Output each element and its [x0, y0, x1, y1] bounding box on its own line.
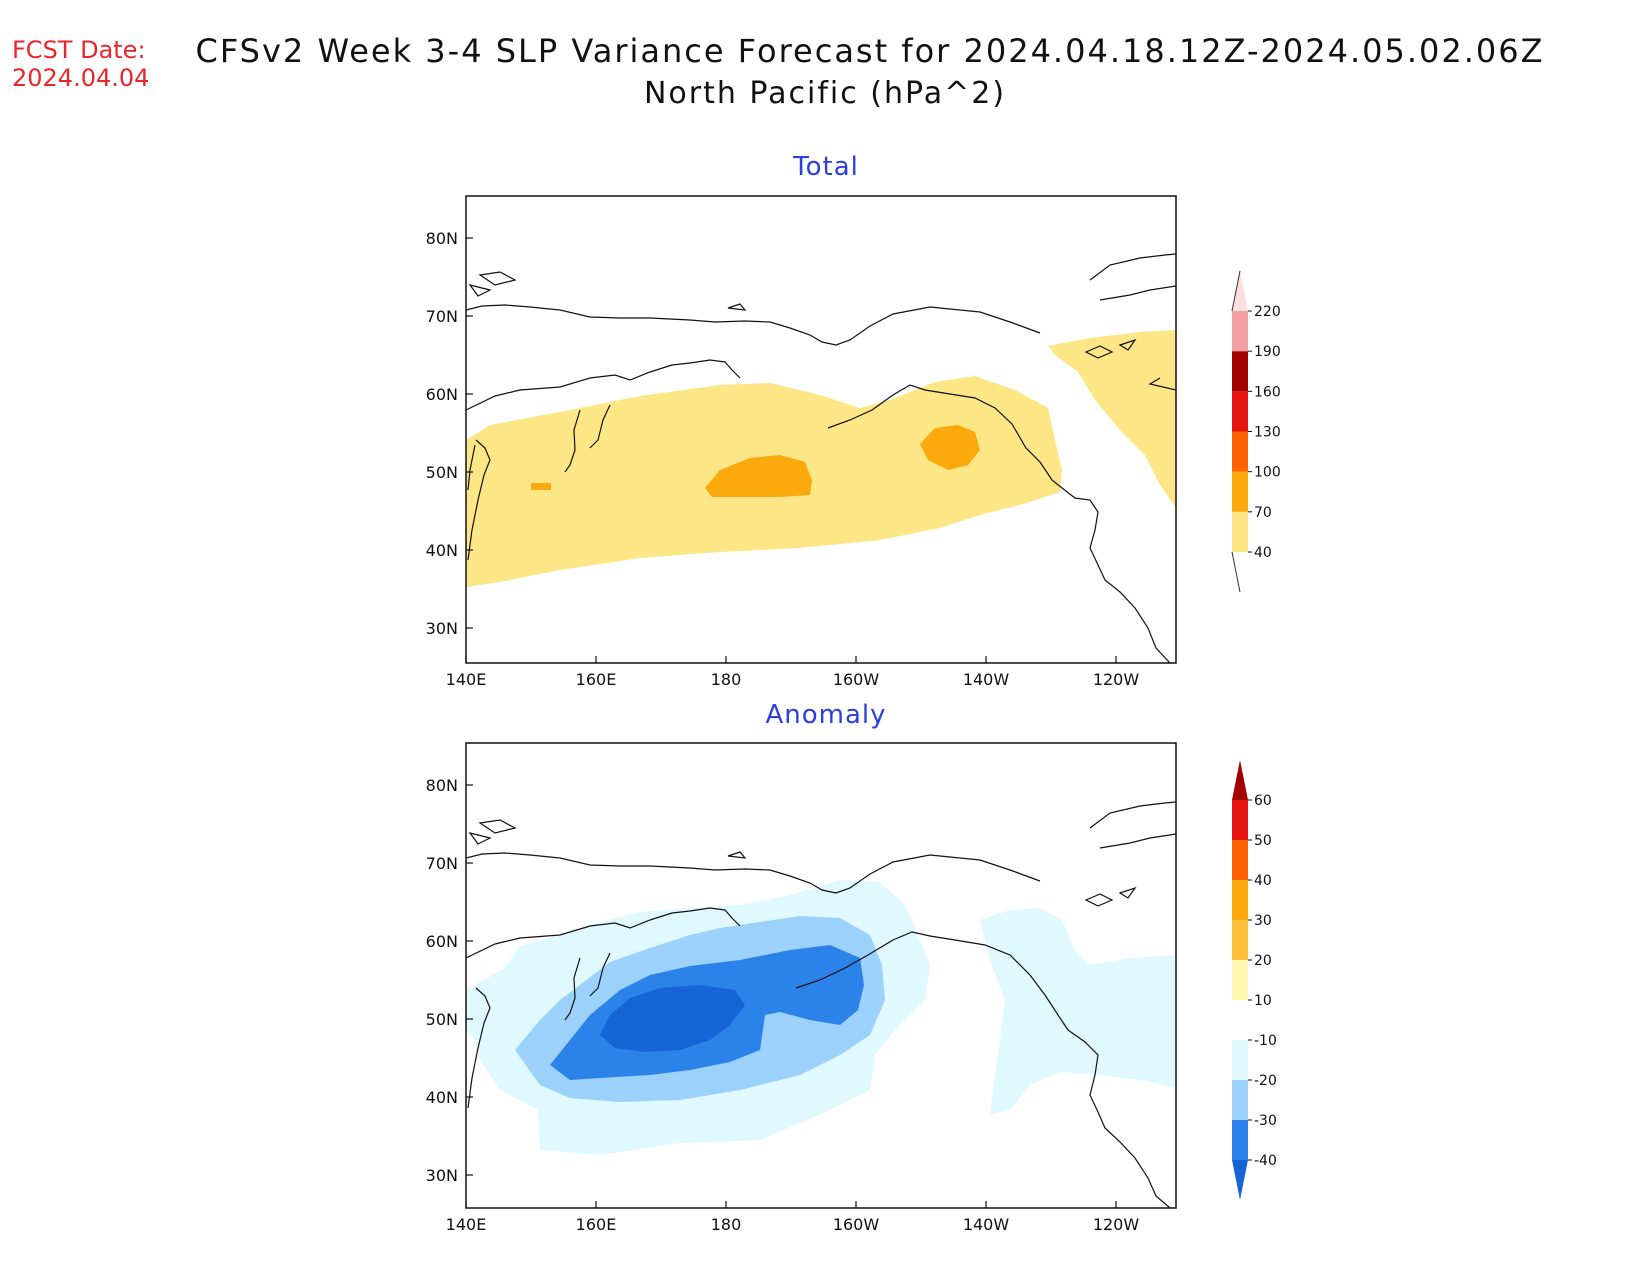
colorbar-total: 40 70 100 130 160 190 220	[1231, 270, 1281, 593]
colorbar-segment-total	[1232, 431, 1248, 472]
colorbar-label-total: 190	[1254, 344, 1281, 360]
lat-label-total: 50N	[426, 463, 458, 482]
lat-label-total: 70N	[426, 307, 458, 326]
lon-label-total: 120W	[1093, 670, 1140, 689]
colorbar-segment-total	[1232, 391, 1248, 432]
lon-label-total: 180	[711, 670, 742, 689]
map-frame-total	[465, 195, 1177, 664]
lon-label-total: 160W	[833, 670, 880, 689]
colorbar-segment-total	[1232, 471, 1248, 512]
axis-ticks-total: 80N 70N 60N 50N 40N 30N 140E 160E 180 160W 140W 120…	[426, 229, 1140, 689]
forecast-date-value: 2024.04.04	[12, 64, 150, 92]
lat-label-total: 80N	[426, 229, 458, 248]
lat-label-total: 30N	[426, 619, 458, 638]
figure-title: CFSv2 Week 3-4 SLP Variance Forecast for…	[195, 32, 1545, 70]
lon-label-total: 160E	[576, 670, 617, 689]
colorbar-segment-total	[1232, 311, 1248, 352]
colorbar-label-total: 100	[1254, 465, 1281, 481]
colorbar-label-total: 130	[1254, 425, 1281, 441]
lat-label-total: 60N	[426, 385, 458, 404]
forecast-date: FCST Date: 2024.04.04	[12, 36, 149, 92]
shaded-region-40-70-east	[1048, 330, 1176, 508]
forecast-date-label: FCST Date:	[12, 36, 146, 64]
lon-label-total: 140W	[963, 670, 1010, 689]
lat-label-total: 40N	[426, 541, 458, 560]
colorbar-top-arrow-total	[1232, 271, 1248, 311]
shaded-region-70-100-east	[920, 425, 980, 470]
colorbar-bottom-arrow-total	[1231, 551, 1241, 593]
colorbar-segment-total	[1232, 511, 1248, 552]
colorbar-label-total: 40	[1254, 545, 1272, 561]
figure-subtitle: North Pacific (hPa^2)	[643, 76, 1007, 111]
colorbar-label-total: 160	[1254, 384, 1281, 400]
panel-title-total: Total	[793, 152, 859, 182]
colorbar-label-total: 220	[1254, 304, 1281, 320]
shaded-region-70-100-west	[705, 455, 812, 497]
colorbar-label-total: 70	[1254, 505, 1272, 521]
lon-label-total: 140E	[446, 670, 487, 689]
panel-title-anomaly: Anomaly	[765, 700, 887, 730]
shaded-region-70-100-small	[531, 483, 551, 490]
colorbar-segment-total	[1232, 351, 1248, 392]
coastline-total	[466, 253, 1176, 663]
